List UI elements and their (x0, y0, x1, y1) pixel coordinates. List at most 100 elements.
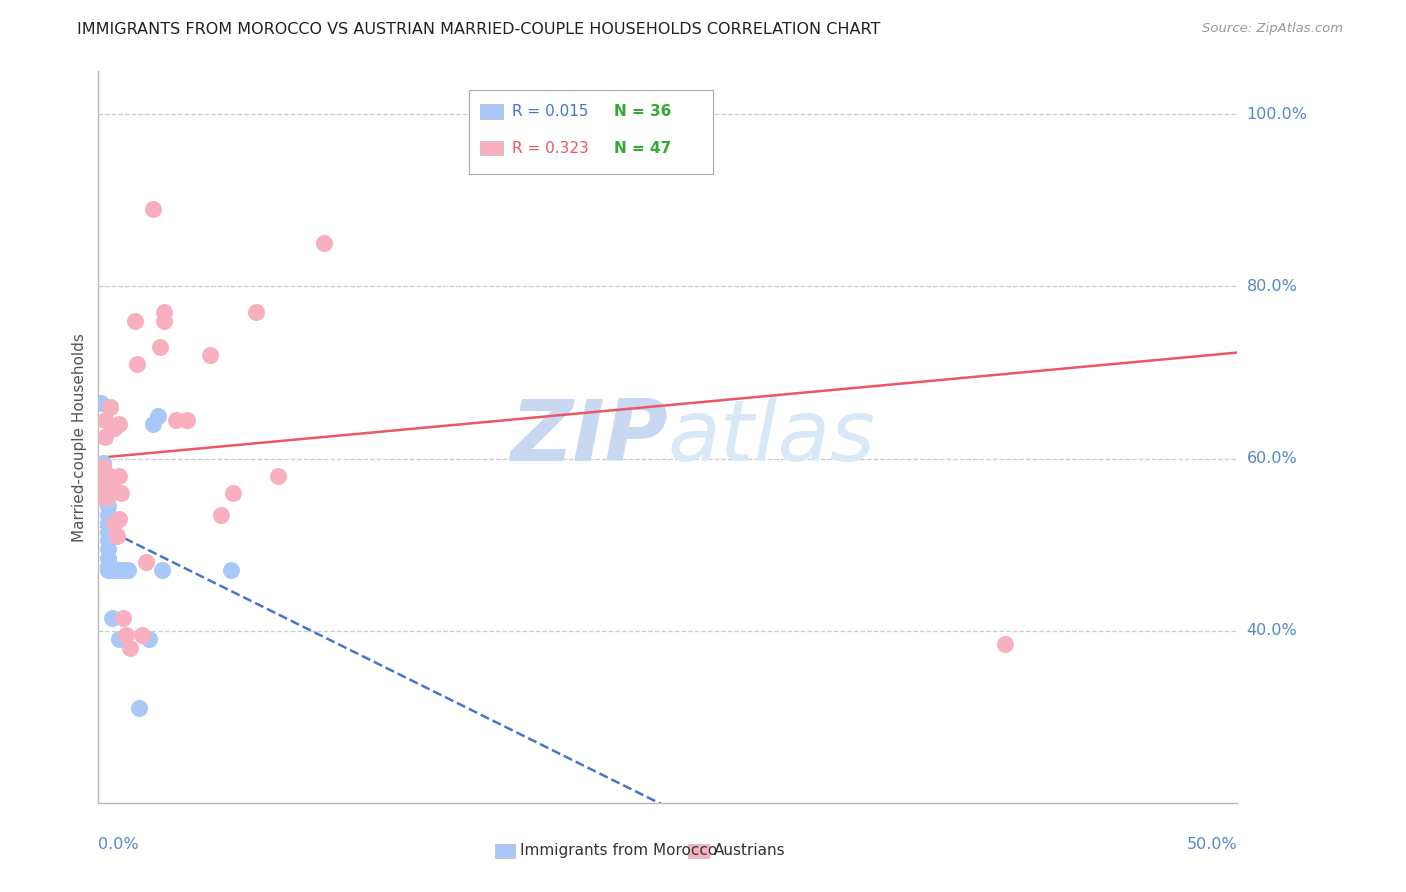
Point (103, 564, 125, 578)
Point (103, 421, 125, 435)
Point (112, 564, 135, 578)
Point (149, 340, 172, 354)
Point (96, 468, 118, 483)
Point (142, 202, 165, 216)
Text: 100.0%: 100.0% (1246, 107, 1308, 122)
Text: 50.0%: 50.0% (1187, 838, 1237, 852)
Point (91, 473, 114, 487)
Point (96, 524, 118, 539)
Point (127, 357, 149, 371)
Point (98, 400, 121, 414)
Point (103, 516, 125, 530)
Point (96, 491, 118, 505)
Y-axis label: Married-couple Households: Married-couple Households (72, 333, 87, 541)
Point (994, 637, 1017, 651)
Text: R = 0.323: R = 0.323 (512, 141, 589, 156)
Point (90, 491, 112, 505)
Point (128, 701, 150, 715)
Point (98, 400, 121, 414)
Text: 60.0%: 60.0% (1246, 451, 1298, 467)
FancyBboxPatch shape (468, 90, 713, 174)
Point (98, 564, 121, 578)
FancyBboxPatch shape (495, 845, 515, 858)
Point (94, 473, 117, 487)
Point (94, 486, 117, 500)
Point (135, 555, 157, 569)
Point (105, 529, 128, 543)
Point (90, 468, 112, 483)
Point (108, 512, 131, 526)
Point (101, 482, 124, 496)
Point (96, 482, 118, 496)
Text: N = 47: N = 47 (614, 141, 672, 156)
Point (91, 456, 114, 470)
Point (117, 564, 139, 578)
Point (114, 628, 136, 642)
Point (222, 486, 245, 500)
Point (101, 473, 124, 487)
Point (91, 468, 114, 483)
Point (105, 564, 128, 578)
Text: ZIP: ZIP (510, 395, 668, 479)
Point (90, 482, 112, 496)
Point (131, 628, 153, 642)
Text: Source: ZipAtlas.com: Source: ZipAtlas.com (1202, 22, 1343, 36)
Point (165, 413, 187, 427)
Point (176, 413, 198, 427)
Text: R = 0.015: R = 0.015 (512, 104, 588, 120)
Point (94, 413, 117, 427)
Point (91, 477, 114, 491)
Point (101, 611, 124, 625)
Point (90, 395, 112, 409)
Text: atlas: atlas (668, 395, 876, 479)
Point (94, 430, 117, 444)
Point (98, 486, 121, 500)
Point (108, 468, 131, 483)
Point (110, 486, 132, 500)
Point (198, 348, 221, 362)
Point (138, 632, 160, 647)
Point (675, 103, 697, 117)
Point (96, 491, 118, 505)
Point (96, 486, 118, 500)
Point (142, 417, 165, 432)
Point (124, 314, 146, 328)
Text: 0.0%: 0.0% (98, 838, 139, 852)
Point (91, 460, 114, 475)
FancyBboxPatch shape (689, 845, 709, 858)
Point (112, 611, 135, 625)
Point (96, 541, 118, 556)
Text: Austrians: Austrians (713, 843, 785, 858)
Point (120, 640, 142, 655)
Point (96, 564, 118, 578)
Point (98, 559, 121, 574)
Point (91, 473, 114, 487)
Text: IMMIGRANTS FROM MOROCCO VS AUSTRIAN MARRIED-COUPLE HOUSEHOLDS CORRELATION CHART: IMMIGRANTS FROM MOROCCO VS AUSTRIAN MARR… (77, 22, 880, 37)
Point (209, 508, 232, 522)
Point (245, 305, 267, 319)
Point (219, 564, 242, 578)
FancyBboxPatch shape (479, 141, 503, 155)
Point (110, 564, 132, 578)
Point (101, 564, 124, 578)
Point (267, 468, 290, 483)
Point (96, 550, 118, 565)
Point (150, 564, 173, 578)
Point (108, 417, 131, 432)
Point (94, 473, 117, 487)
Point (146, 409, 169, 423)
Point (96, 499, 118, 513)
Point (94, 491, 117, 505)
Point (98, 468, 121, 483)
Point (312, 236, 335, 251)
Text: 80.0%: 80.0% (1246, 279, 1298, 294)
Point (96, 533, 118, 548)
Point (96, 559, 118, 574)
Point (94, 482, 117, 496)
Point (108, 632, 131, 647)
Text: N = 36: N = 36 (614, 104, 672, 120)
Point (153, 305, 176, 319)
Point (96, 516, 118, 530)
Point (96, 473, 118, 487)
Point (96, 508, 118, 522)
